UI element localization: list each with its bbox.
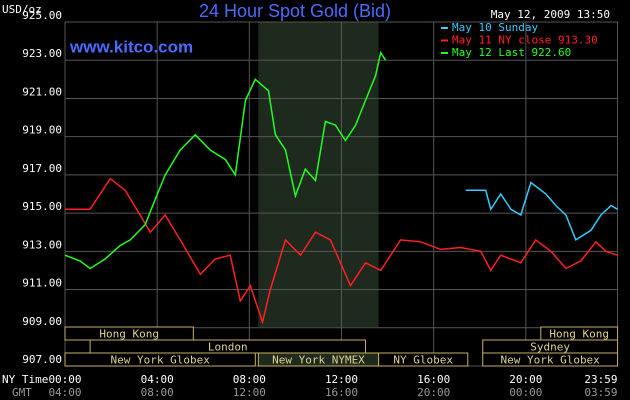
y-tick-label: 917.00 bbox=[22, 162, 62, 175]
series-line bbox=[64, 50, 387, 270]
x-tick-label: 04:00 bbox=[141, 373, 174, 386]
y-tick-label: 915.00 bbox=[22, 200, 62, 213]
x-tick-label: 20:00 bbox=[509, 373, 542, 386]
legend-label: May 11 NY close 913.30 bbox=[452, 34, 598, 47]
x2-tick-label: 08:00 bbox=[141, 386, 174, 399]
y-tick-label: 921.00 bbox=[22, 85, 62, 98]
y-tick-label: 919.00 bbox=[22, 124, 62, 137]
legend-label: May 12 Last 922.60 bbox=[452, 46, 571, 59]
x2-tick-label: 04:00 bbox=[48, 386, 81, 399]
x2-tick-label: 03:59 bbox=[584, 386, 617, 399]
y-tick-label: 925.00 bbox=[22, 9, 62, 22]
y-tick-label: 923.00 bbox=[22, 47, 62, 60]
session-box bbox=[64, 352, 256, 367]
y-tick-label: 909.00 bbox=[22, 315, 62, 328]
x2-axis-label: GMT bbox=[12, 386, 32, 399]
watermark: www.kitco.com bbox=[69, 37, 193, 56]
x-tick-label: 08:00 bbox=[233, 373, 266, 386]
chart-title: 24 Hour Spot Gold (Bid) bbox=[199, 1, 391, 21]
session-label: New York Globex bbox=[110, 354, 210, 367]
session-label: NY Globex bbox=[393, 354, 453, 367]
session-label: Hong Kong bbox=[549, 328, 609, 341]
series-line bbox=[65, 177, 618, 325]
x-tick-label: 16:00 bbox=[417, 373, 450, 386]
session-box bbox=[482, 352, 619, 367]
y-tick-label: 907.00 bbox=[22, 353, 62, 366]
y-tick-label: 911.00 bbox=[22, 277, 62, 290]
x-tick-label: 12:00 bbox=[325, 373, 358, 386]
x-axis-label: NY Time bbox=[2, 373, 48, 386]
session-box bbox=[378, 352, 469, 367]
x2-tick-label: 12:00 bbox=[233, 386, 266, 399]
timestamp: May 12, 2009 13:50 bbox=[491, 8, 610, 21]
x-tick-label: 00:00 bbox=[48, 373, 81, 386]
series-line bbox=[465, 181, 618, 242]
y-axis-label: USD/oz bbox=[2, 3, 42, 16]
legend-label: May 10 Sunday bbox=[452, 21, 538, 34]
session-label: New York Globex bbox=[500, 354, 600, 367]
y-tick-label: 913.00 bbox=[22, 238, 62, 251]
session-label: London bbox=[208, 341, 248, 354]
x2-tick-label: 20:00 bbox=[417, 386, 450, 399]
x-tick-label: 23:59 bbox=[584, 373, 617, 386]
x2-tick-label: 00:00 bbox=[509, 386, 542, 399]
x2-tick-label: 16:00 bbox=[325, 386, 358, 399]
session-label: Sydney bbox=[530, 341, 570, 354]
session-label: Hong Kong bbox=[99, 328, 159, 341]
session-label: New York NYMEX bbox=[272, 354, 365, 367]
